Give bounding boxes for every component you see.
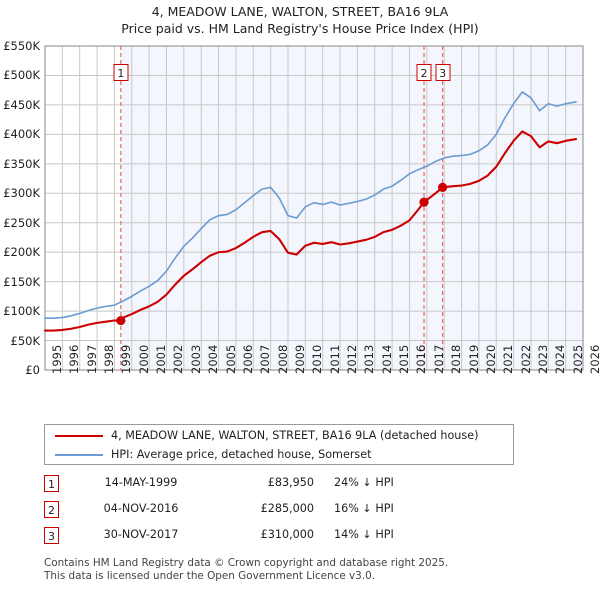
- transaction-hpi-delta: 16% ↓ HPI: [334, 502, 394, 515]
- y-axis-tick-label: £100K: [3, 304, 40, 319]
- x-axis-tick-label: 1999: [119, 344, 134, 374]
- event-marker-3[interactable]: 3: [435, 64, 451, 81]
- x-axis-tick-label: 2024: [553, 344, 568, 374]
- x-axis-tick-label: 2014: [379, 344, 394, 374]
- attribution-footer: Contains HM Land Registry data © Crown c…: [44, 557, 584, 582]
- transaction-price: £310,000: [260, 528, 314, 541]
- x-axis-tick-label: 2007: [258, 344, 273, 374]
- y-axis-tick-label: £500K: [3, 68, 40, 83]
- x-axis-tick-label: 2000: [136, 344, 151, 374]
- x-axis-tick-label: 2016: [414, 344, 429, 374]
- y-axis-tick-label: £50K: [10, 333, 41, 348]
- plot-border: [44, 45, 584, 371]
- table-row[interactable]: 3 30-NOV-2017 £310,000 14% ↓ HPI: [44, 524, 464, 550]
- x-axis-tick-label: 2019: [466, 344, 481, 374]
- ownership-shaded-region: [120, 46, 584, 370]
- event-marker-2[interactable]: 2: [416, 64, 432, 81]
- x-axis-tick-label: 2013: [362, 344, 377, 374]
- footer-line-2: This data is licensed under the Open Gov…: [44, 569, 376, 582]
- table-row[interactable]: 1 14-MAY-1999 £83,950 24% ↓ HPI: [44, 472, 464, 498]
- y-axis-tick-label: £400K: [3, 127, 40, 142]
- transactions-table: 1 14-MAY-1999 £83,950 24% ↓ HPI 2 04-NOV-2016…: [44, 472, 464, 550]
- x-axis-tick-label: 1998: [102, 344, 117, 374]
- x-axis-tick-label: 2026: [588, 344, 600, 374]
- x-axis-tick-label: 2012: [345, 344, 360, 374]
- x-axis-tick-label: 1995: [50, 344, 64, 374]
- sale-point-3[interactable]: [437, 182, 448, 192]
- price-history-chart: £0 £50K £100K £150K £200K £250K £300K £350K £400…: [3, 39, 600, 377]
- page-title: 4, MEADOW LANE, WALTON, STREET, BA16 9LA…: [0, 3, 600, 37]
- y-axis-tick-label: £550K: [3, 39, 40, 53]
- x-axis-tick-label: 2009: [292, 344, 307, 374]
- y-axis-tick-label: £450K: [3, 97, 40, 112]
- x-axis-tick-label: 2021: [501, 344, 516, 374]
- transaction-index-badge: 1: [44, 475, 59, 492]
- x-axis-tick-label: 2022: [518, 344, 533, 374]
- x-axis-tick-label: 2001: [154, 344, 169, 374]
- legend-item-hpi[interactable]: HPI: Average price, detached house, Some…: [45, 445, 513, 465]
- x-axis-tick-label: 2023: [535, 344, 550, 374]
- x-axis-tick-label: 2006: [240, 344, 255, 374]
- sale-point-2[interactable]: [419, 197, 429, 207]
- y-axis-tick-label: £350K: [3, 156, 40, 171]
- legend-item-price_paid[interactable]: 4, MEADOW LANE, WALTON, STREET, BA16 9LA…: [45, 426, 513, 446]
- transaction-date: 30-NOV-2017: [103, 528, 179, 541]
- x-axis-tick-label: 2003: [188, 344, 203, 374]
- chart-svg: [43, 45, 584, 371]
- footer-line-1: Contains HM Land Registry data © Crown c…: [44, 557, 449, 569]
- transaction-index-badge: 3: [44, 527, 59, 544]
- legend-label-price_paid: 4, MEADOW LANE, WALTON, STREET, BA16 9LA…: [111, 429, 479, 442]
- y-axis-tick-label: £0: [25, 363, 40, 377]
- x-axis-tick-label: 1996: [67, 344, 82, 374]
- transaction-date: 04-NOV-2016: [103, 502, 179, 515]
- x-axis-tick-label: 2015: [397, 344, 412, 374]
- x-axis-tick-label: 2002: [171, 344, 186, 374]
- x-axis-tick-label: 2018: [449, 344, 464, 374]
- y-axis-tick-label: £200K: [3, 245, 40, 260]
- legend-swatch-price_paid: [55, 435, 103, 437]
- x-axis-tick-label: 2010: [310, 344, 325, 374]
- x-axis-tick-label: 2005: [223, 344, 238, 374]
- transaction-hpi-delta: 24% ↓ HPI: [334, 476, 394, 489]
- y-axis-tick-label: £300K: [3, 186, 40, 201]
- transaction-price: £285,000: [260, 502, 314, 515]
- title-line-1: 4, MEADOW LANE, WALTON, STREET, BA16 9LA: [151, 4, 449, 19]
- transaction-date: 14-MAY-1999: [104, 476, 178, 489]
- price-paid-line: [43, 130, 578, 332]
- x-axis-tick-label: 2020: [483, 344, 498, 374]
- hpi-line: [44, 91, 577, 319]
- legend-swatch-hpi: [55, 454, 103, 456]
- chart-legend: 4, MEADOW LANE, WALTON, STREET, BA16 9LA…: [44, 424, 514, 465]
- x-axis-tick-label: 2004: [206, 344, 221, 374]
- y-axis-tick-label: £250K: [3, 215, 40, 230]
- x-axis-tick-label: 2025: [570, 344, 585, 374]
- x-axis-tick-label: 2017: [431, 344, 446, 374]
- sale-point-1[interactable]: [116, 315, 126, 326]
- table-row[interactable]: 2 04-NOV-2016 £285,000 16% ↓ HPI: [44, 498, 464, 524]
- y-axis-tick-label: £150K: [3, 274, 40, 289]
- transaction-price: £83,950: [267, 476, 314, 489]
- transaction-index-badge: 2: [44, 501, 59, 518]
- transaction-hpi-delta: 14% ↓ HPI: [334, 528, 394, 541]
- title-line-2: Price paid vs. HM Land Registry's House …: [121, 21, 479, 36]
- x-axis-tick-label: 2008: [275, 344, 290, 374]
- x-axis-tick-label: 1997: [84, 344, 99, 374]
- x-axis-tick-label: 2011: [327, 344, 342, 374]
- event-marker-1[interactable]: 1: [113, 64, 129, 81]
- legend-label-hpi: HPI: Average price, detached house, Some…: [111, 448, 372, 461]
